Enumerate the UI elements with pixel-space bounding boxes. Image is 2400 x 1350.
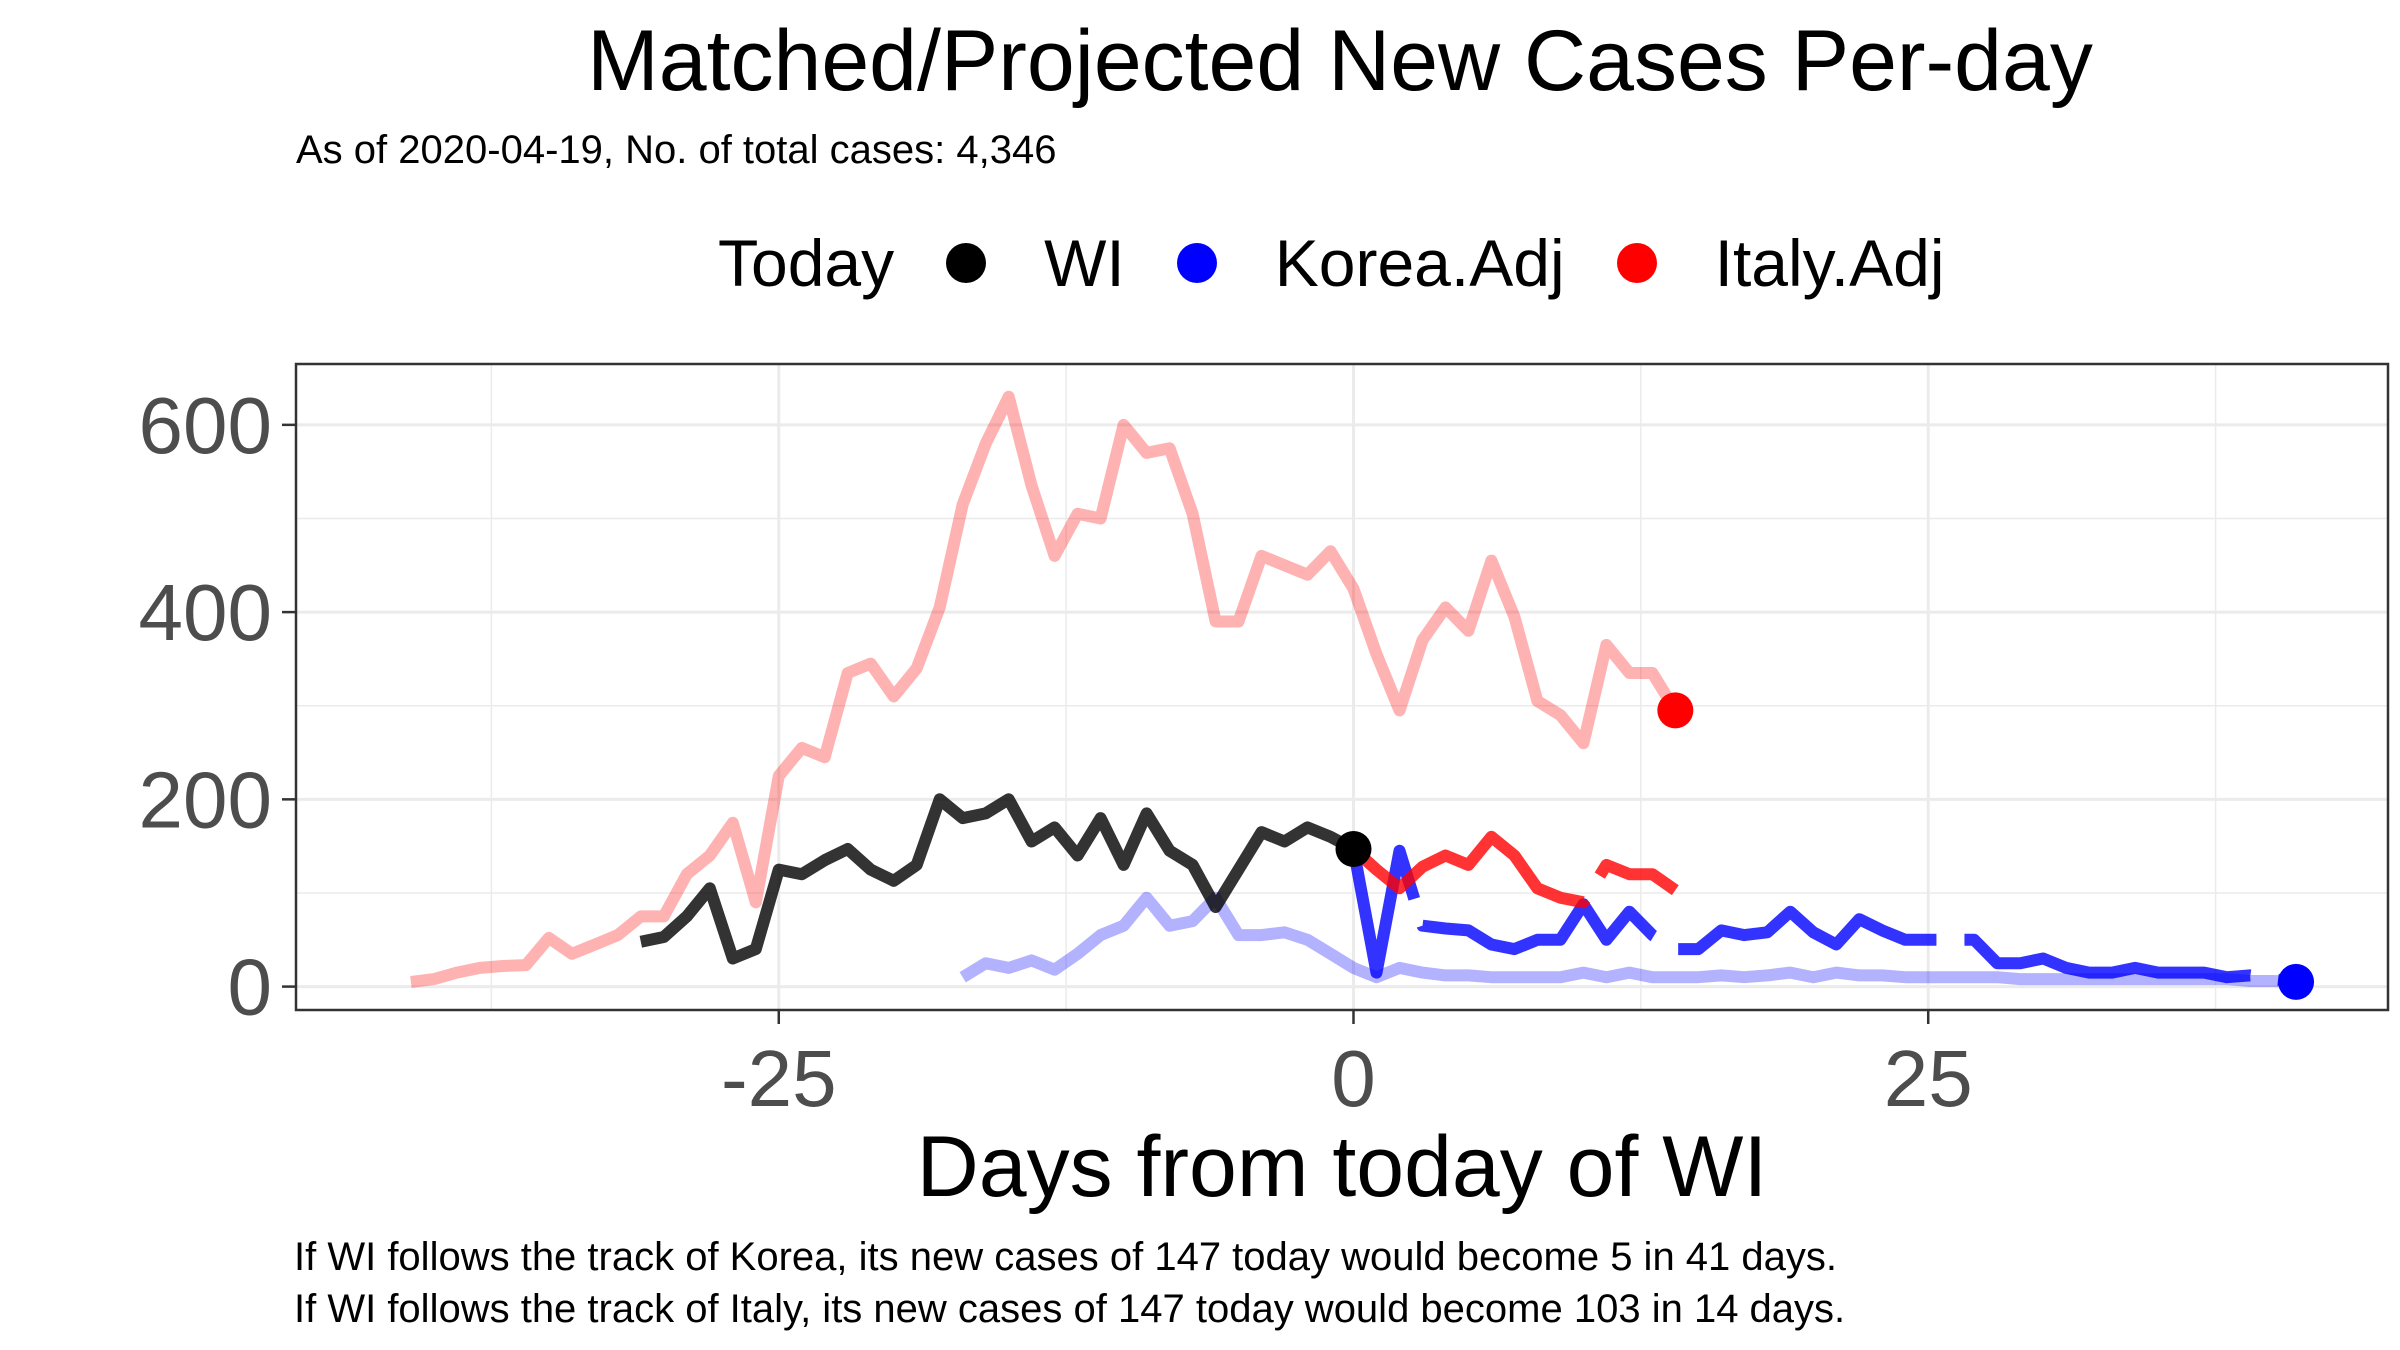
- today-point-korea-adj: [2278, 963, 2315, 1000]
- legend-label-italy: Italy.Adj: [1714, 226, 1945, 300]
- legend-label-wi: WI: [1044, 226, 1125, 300]
- series-line-italy-adj-history: [410, 390, 1681, 988]
- legend-item-wi: WI: [946, 225, 1125, 301]
- y-tick-label: 0: [228, 943, 273, 1032]
- today-point-italy-adj: [1657, 692, 1694, 729]
- legend-title: Today: [718, 226, 895, 300]
- y-tick-label: 600: [139, 381, 272, 470]
- chart-subtitle: As of 2020-04-19, No. of total cases: 4,…: [296, 128, 1057, 172]
- plot-panel: [296, 364, 2388, 1010]
- legend-item-italy: Italy.Adj: [1616, 225, 1945, 301]
- series-line-korea-adj-history: [959, 891, 2297, 988]
- legend-item-korea: Korea.Adj: [1176, 225, 1565, 301]
- series-line-korea-adj-projected: [1347, 844, 2297, 988]
- x-tick-label: 25: [1884, 1034, 1973, 1123]
- y-tick-label: 400: [139, 568, 272, 657]
- x-tick-label: 0: [1331, 1034, 1376, 1123]
- legend-dot-wi: [946, 243, 987, 283]
- x-tick-label: -25: [721, 1034, 837, 1123]
- series-line-italy-adj-projected: [1349, 830, 1679, 909]
- caption-korea: If WI follows the track of Korea, its ne…: [294, 1235, 1838, 1279]
- legend-label-korea: Korea.Adj: [1274, 226, 1565, 300]
- plot-border: [294, 362, 2390, 1012]
- x-axis-title: Days from today of WI: [917, 1119, 1768, 1215]
- chart-title-text: Matched/Projected New Cases Per-day: [587, 13, 2093, 109]
- legend-dot-korea: [1176, 243, 1217, 283]
- series-line-wi: [639, 793, 1357, 965]
- today-point-wi: [1335, 830, 1372, 867]
- legend: Today WI Korea.Adj Italy.Adj: [718, 218, 1997, 308]
- legend-dot-italy: [1616, 243, 1657, 283]
- caption-italy: If WI follows the track of Italy, its ne…: [294, 1287, 1846, 1331]
- chart-title: Matched/Projected New Cases Per-day: [0, 6, 2400, 116]
- y-tick-label: 200: [139, 755, 272, 844]
